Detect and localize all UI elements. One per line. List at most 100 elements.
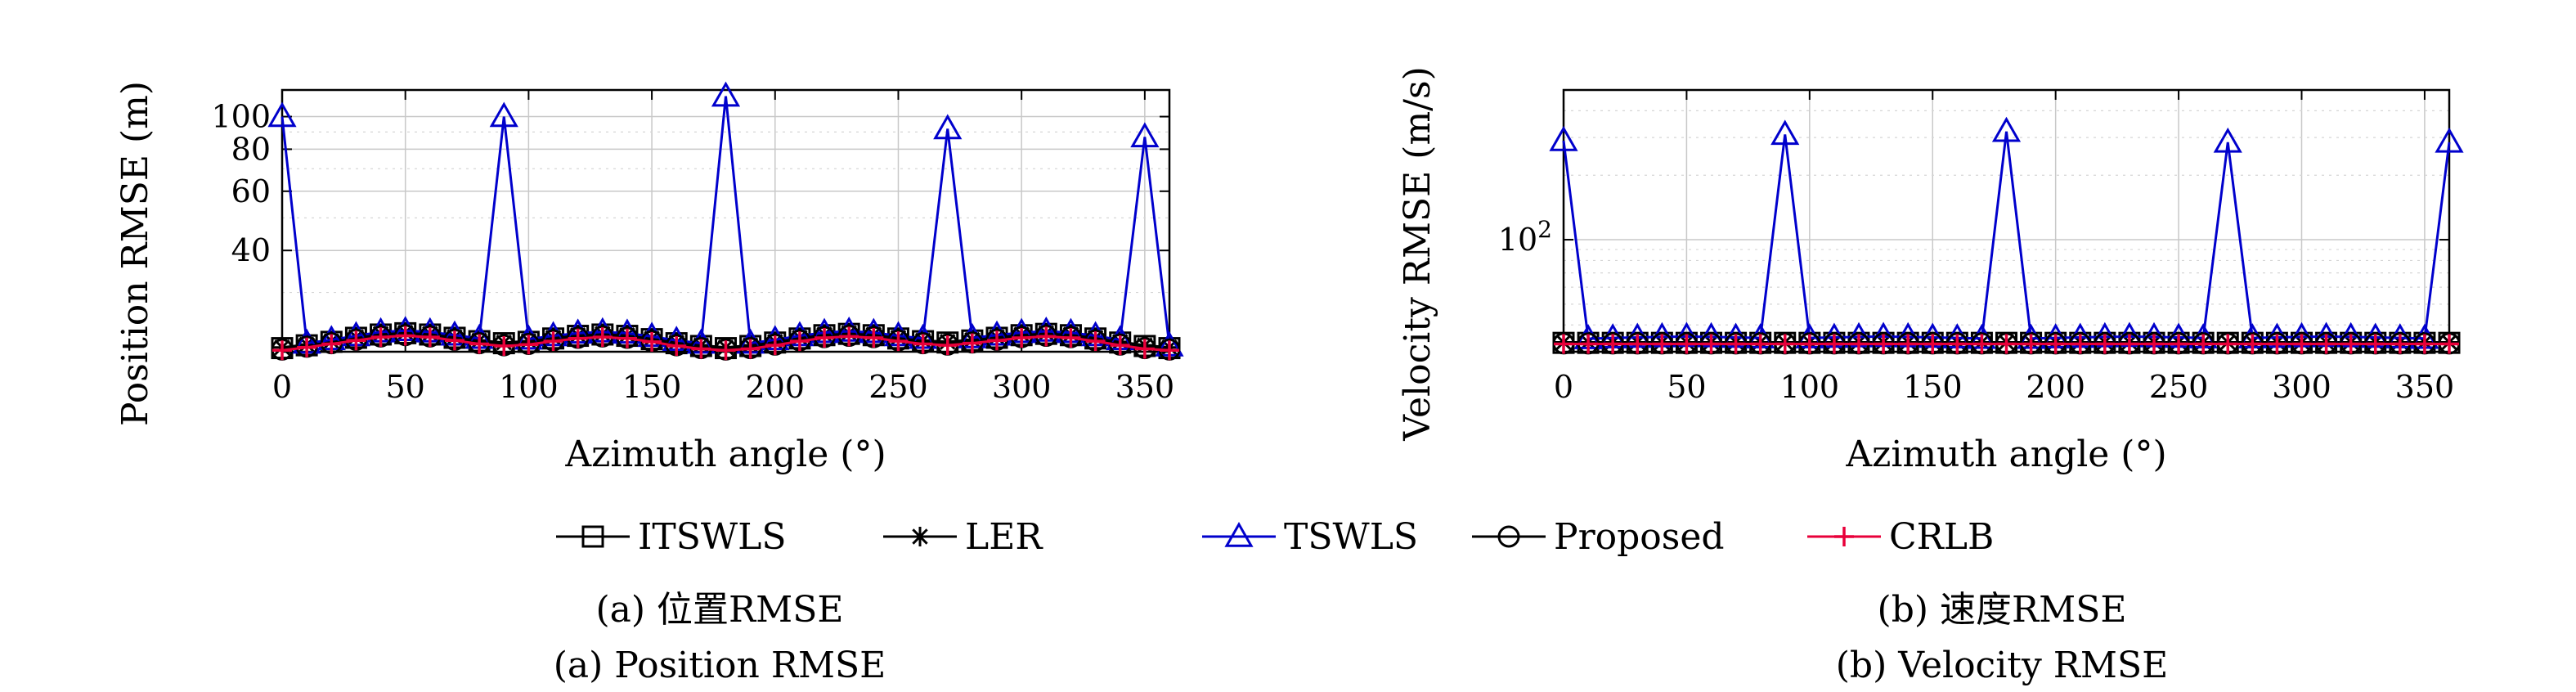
data-point bbox=[267, 101, 297, 128]
legend-label: ITSWLS bbox=[638, 516, 786, 558]
data-point bbox=[1701, 334, 1721, 354]
data-point bbox=[2193, 334, 2214, 354]
data-point bbox=[1972, 334, 1992, 354]
data-point bbox=[2045, 334, 2066, 354]
series-crlb bbox=[1554, 334, 2459, 354]
data-point bbox=[1898, 334, 1919, 354]
x-tick-label: 50 bbox=[1667, 369, 1706, 405]
data-point bbox=[1874, 334, 1894, 354]
data-point bbox=[494, 335, 514, 356]
data-point bbox=[1676, 334, 1697, 354]
legend-item-tswls: TSWLS bbox=[1202, 516, 1418, 558]
y-tick-label: 40 bbox=[231, 232, 271, 268]
legend-marker bbox=[581, 525, 604, 548]
x-tick-label: 250 bbox=[868, 369, 928, 405]
series-tswls bbox=[267, 81, 1184, 357]
data-point bbox=[2119, 334, 2139, 354]
plot-frame bbox=[280, 88, 1171, 353]
data-point bbox=[2316, 334, 2336, 354]
data-point bbox=[2144, 334, 2164, 354]
data-point bbox=[1549, 125, 1578, 151]
legend-item-proposed: Proposed bbox=[1472, 516, 1725, 558]
data-point bbox=[2070, 334, 2090, 354]
x-tick-label: 150 bbox=[622, 369, 682, 405]
legend-item-ler: LER bbox=[883, 516, 1043, 558]
data-point bbox=[518, 335, 539, 355]
series-line bbox=[1562, 131, 2451, 340]
data-point bbox=[1134, 339, 1155, 359]
data-point bbox=[2267, 334, 2287, 354]
data-point bbox=[2435, 127, 2464, 153]
data-point bbox=[395, 326, 415, 346]
data-point bbox=[933, 114, 963, 140]
data-point bbox=[2439, 334, 2459, 354]
data-point bbox=[962, 333, 982, 353]
data-point bbox=[789, 331, 810, 352]
y-axis-label: Position RMSE (m) bbox=[114, 81, 156, 426]
data-point bbox=[2291, 334, 2312, 354]
data-point bbox=[1799, 334, 1820, 354]
data-point bbox=[1603, 334, 1623, 354]
data-point bbox=[1036, 326, 1057, 347]
data-point bbox=[1770, 119, 1800, 146]
data-point bbox=[1726, 334, 1746, 354]
legend-marker bbox=[1497, 525, 1520, 548]
data-point bbox=[1061, 327, 1081, 348]
data-point bbox=[1923, 334, 1943, 354]
legend-item-itswls: ITSWLS bbox=[556, 516, 786, 558]
data-point bbox=[1991, 116, 2022, 142]
data-point bbox=[1012, 327, 1032, 348]
data-point bbox=[1578, 334, 1599, 354]
data-point bbox=[1996, 334, 2017, 354]
data-point bbox=[370, 327, 391, 348]
caption-a-en: (a) Position RMSE bbox=[554, 645, 886, 686]
data-point bbox=[666, 335, 687, 356]
data-point bbox=[444, 330, 464, 351]
data-point bbox=[2242, 334, 2263, 354]
legend-marker bbox=[910, 527, 930, 546]
y-tick-label: 60 bbox=[231, 173, 271, 209]
data-point bbox=[716, 340, 736, 361]
data-point bbox=[489, 101, 518, 128]
data-point bbox=[321, 334, 342, 354]
data-point bbox=[711, 81, 741, 107]
caption-b-cn: (b) 速度RMSE bbox=[1878, 589, 2127, 631]
data-point bbox=[1110, 335, 1130, 356]
data-point bbox=[864, 327, 884, 348]
data-point bbox=[592, 327, 613, 348]
data-point bbox=[1085, 331, 1106, 352]
x-tick-label: 50 bbox=[386, 369, 425, 405]
legend-marker bbox=[1834, 527, 1854, 546]
data-point bbox=[2169, 334, 2189, 354]
data-point bbox=[1554, 334, 1573, 354]
y-tick-label: 100 bbox=[211, 99, 271, 135]
data-point bbox=[1775, 334, 1795, 354]
data-point bbox=[815, 327, 835, 348]
legend-label: Proposed bbox=[1554, 516, 1725, 558]
data-point bbox=[2218, 334, 2238, 354]
caption-a-cn: (a) 位置RMSE bbox=[596, 589, 844, 631]
data-point bbox=[1750, 334, 1770, 354]
data-point bbox=[1652, 334, 1672, 354]
legend-label: CRLB bbox=[1889, 516, 1994, 558]
data-point bbox=[297, 337, 317, 357]
data-point bbox=[2213, 127, 2242, 153]
chart-velocity-rmse: 0 50 100 150 200 250 300 350 102 Azimuth angle (°… bbox=[1397, 66, 2464, 475]
x-axis-label: Azimuth angle (°) bbox=[1845, 434, 2166, 475]
x-tick-label: 0 bbox=[272, 369, 292, 405]
x-axis-label: Azimuth angle (°) bbox=[564, 434, 886, 475]
x-tick-label: 250 bbox=[2149, 369, 2209, 405]
x-tick-label: 300 bbox=[992, 369, 1052, 405]
data-point bbox=[346, 330, 366, 351]
legend-label: TSWLS bbox=[1284, 516, 1418, 558]
data-point bbox=[568, 328, 588, 348]
data-point bbox=[937, 335, 958, 356]
data-point bbox=[1130, 122, 1160, 148]
legend-item-crlb: CRLB bbox=[1807, 516, 1994, 558]
data-point bbox=[2094, 334, 2115, 354]
data-point bbox=[2365, 334, 2385, 354]
data-point bbox=[1160, 340, 1179, 361]
x-tick-label: 350 bbox=[1115, 369, 1175, 405]
